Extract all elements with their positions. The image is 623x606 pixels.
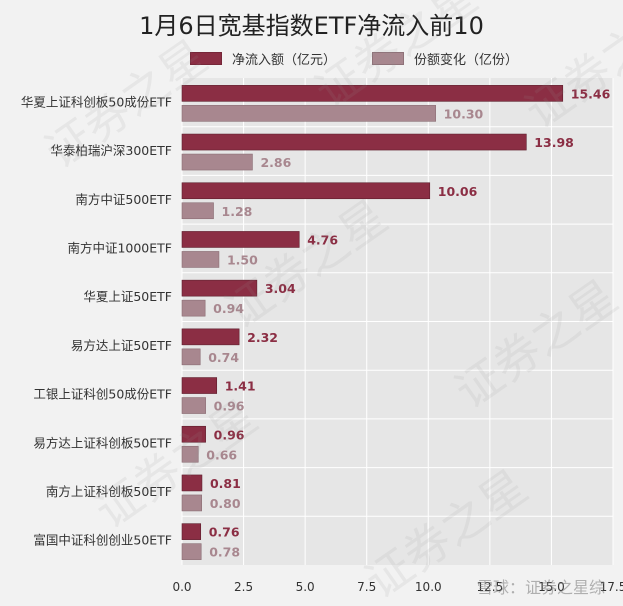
bar-net-inflow [181, 474, 203, 492]
x-tick-label: 10.0 [415, 580, 442, 594]
legend-item-share-change: 份额变化（亿份） [372, 49, 518, 68]
category-label: 易方达上证50ETF [71, 338, 172, 353]
bar-net-inflow [181, 85, 564, 102]
bar-share-change [181, 251, 220, 268]
bar-net-inflow [181, 523, 202, 540]
value-label-share-change: 0.94 [213, 301, 244, 316]
x-tick-label: 2.5 [234, 580, 253, 594]
legend-label-share-change: 份额变化（亿份） [414, 53, 519, 68]
bar-net-inflow [181, 377, 218, 394]
category-label: 南方上证科创板50ETF [46, 484, 172, 499]
value-label-share-change: 0.80 [210, 496, 241, 511]
value-label-net-inflow: 2.32 [247, 330, 278, 345]
value-label-net-inflow: 0.96 [214, 427, 245, 442]
category-label: 易方达上证科创板50ETF [33, 435, 172, 450]
value-label-net-inflow: 13.98 [534, 135, 574, 150]
category-label: 华夏上证科创板50成份ETF [21, 94, 172, 109]
x-tick-label: 15.0 [538, 580, 565, 594]
value-label-net-inflow: 4.76 [307, 232, 338, 247]
value-label-share-change: 0.78 [209, 545, 240, 560]
legend: 净流入额（亿元） 份额变化（亿份） [190, 49, 518, 68]
bar-share-change [181, 445, 199, 463]
bar-share-change [181, 153, 253, 171]
bar-share-change [181, 299, 206, 317]
bar-net-inflow [181, 231, 300, 248]
legend-label-net-inflow: 净流入额（亿元） [232, 53, 337, 68]
category-label: 南方中证1000ETF [67, 240, 172, 255]
value-label-share-change: 0.96 [214, 399, 245, 414]
x-tick-label: 12.5 [476, 580, 503, 594]
value-label-share-change: 10.30 [444, 106, 484, 121]
value-label-net-inflow: 0.76 [209, 525, 240, 540]
value-label-share-change: 1.28 [222, 204, 253, 219]
bar-net-inflow [181, 425, 206, 443]
x-tick-label: 17.5 [600, 580, 623, 594]
value-label-share-change: 0.66 [206, 447, 237, 462]
bar-share-change [181, 494, 203, 512]
legend-item-net-inflow: 净流入额（亿元） [190, 49, 336, 68]
category-label: 南方中证500ETF [75, 192, 172, 207]
bar-share-change [181, 543, 202, 560]
x-tick-label: 5.0 [296, 580, 315, 594]
bar-net-inflow [181, 133, 527, 151]
bar-share-change [181, 348, 201, 366]
bar-net-inflow [181, 279, 258, 297]
bar-share-change [181, 105, 436, 122]
bar-net-inflow [181, 182, 431, 200]
category-label: 富国中证科创创业50ETF [33, 533, 172, 548]
value-label-share-change: 1.50 [227, 252, 258, 267]
category-label: 华泰柏瑞沪深300ETF [50, 143, 172, 158]
x-tick-label: 0.0 [172, 580, 191, 594]
bar-share-change [181, 202, 214, 220]
legend-swatch-net-inflow [190, 52, 222, 65]
value-label-net-inflow: 1.41 [225, 379, 256, 394]
watermark-text: 雪球：证券之星综 [476, 578, 605, 597]
category-label: 工银上证科创50成份ETF [33, 387, 172, 402]
bar-net-inflow [181, 328, 240, 346]
category-label: 华夏上证50ETF [83, 289, 172, 304]
value-label-net-inflow: 0.81 [210, 476, 241, 491]
value-label-net-inflow: 10.06 [438, 184, 478, 199]
value-label-net-inflow: 3.04 [265, 281, 296, 296]
x-tick-label: 7.5 [357, 580, 376, 594]
value-label-share-change: 0.74 [208, 350, 239, 365]
chart-title: 1月6日宽基指数ETF净流入前10 [139, 12, 484, 40]
bar-share-change [181, 397, 206, 414]
legend-swatch-share-change [372, 52, 405, 65]
value-label-share-change: 2.86 [260, 155, 291, 170]
value-label-net-inflow: 15.46 [571, 86, 611, 101]
